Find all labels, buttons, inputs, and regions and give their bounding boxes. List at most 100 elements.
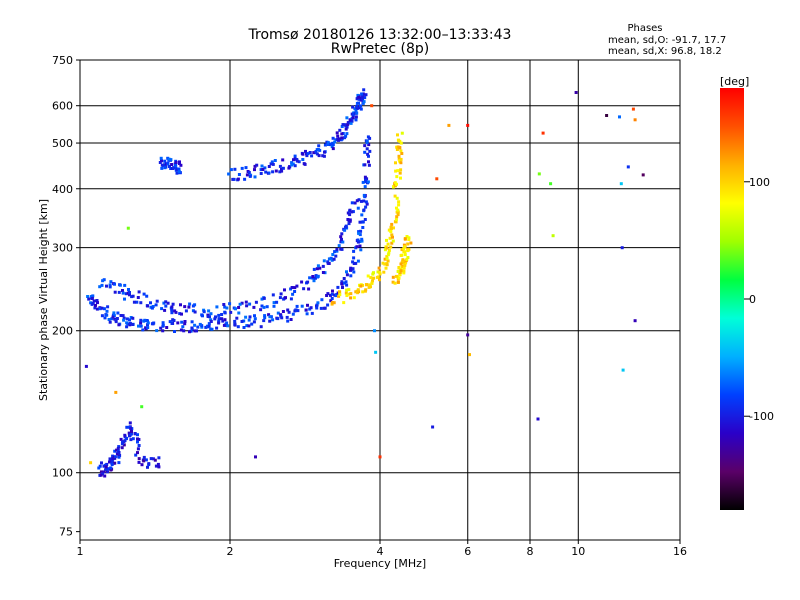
trace-point bbox=[113, 449, 117, 453]
trace-point bbox=[162, 301, 166, 305]
trace-point bbox=[119, 314, 123, 317]
trace-point bbox=[108, 320, 112, 324]
trace-point bbox=[91, 301, 95, 305]
scatter-point bbox=[378, 455, 382, 459]
trace-point bbox=[127, 288, 130, 291]
colorbar-label: [deg] bbox=[720, 75, 749, 88]
trace-point bbox=[182, 329, 186, 333]
trace-point bbox=[311, 275, 315, 278]
trace-point bbox=[366, 152, 370, 156]
trace-point bbox=[99, 470, 103, 474]
trace-point bbox=[98, 307, 102, 311]
trace-point bbox=[160, 159, 163, 163]
trace-point bbox=[118, 283, 122, 287]
trace-point bbox=[147, 462, 151, 466]
trace-point bbox=[350, 201, 354, 205]
trace-point bbox=[395, 215, 399, 219]
trace-point bbox=[365, 202, 369, 206]
trace-point bbox=[351, 105, 355, 109]
trace-point bbox=[139, 321, 143, 325]
x-tick-label: 6 bbox=[464, 545, 471, 558]
trace-point bbox=[245, 324, 249, 328]
trace-point bbox=[389, 225, 393, 229]
trace-point bbox=[280, 169, 284, 173]
trace-point bbox=[367, 143, 371, 147]
colorbar-tick-label: 100 bbox=[749, 176, 770, 189]
trace-point bbox=[398, 171, 402, 175]
trace-point bbox=[255, 163, 259, 167]
scatter-point bbox=[626, 165, 630, 169]
trace-point bbox=[136, 447, 140, 451]
chart-title: Tromsø 20180126 13:32:00–13:33:43 bbox=[248, 27, 512, 43]
scatter-point bbox=[619, 182, 623, 186]
trace-point bbox=[335, 131, 339, 135]
trace-point bbox=[172, 319, 176, 322]
trace-point bbox=[385, 238, 388, 242]
trace-point bbox=[306, 280, 310, 284]
trace-point bbox=[357, 198, 361, 202]
trace-point bbox=[398, 146, 402, 150]
trace-point bbox=[340, 237, 343, 241]
trace-point bbox=[253, 164, 257, 168]
trace-point bbox=[337, 244, 341, 248]
trace-point bbox=[363, 96, 367, 100]
trace-point bbox=[248, 174, 252, 178]
trace-point bbox=[338, 128, 342, 132]
trace-point bbox=[154, 464, 158, 468]
trace-point bbox=[129, 427, 133, 431]
trace-point bbox=[351, 116, 355, 120]
trace-point bbox=[290, 163, 294, 167]
trace-point bbox=[201, 314, 204, 318]
trace-point bbox=[103, 474, 107, 478]
trace-point bbox=[306, 303, 309, 307]
trace-point bbox=[331, 301, 334, 305]
trace-point bbox=[179, 163, 183, 167]
trace-point bbox=[291, 312, 295, 316]
trace-point bbox=[165, 326, 169, 329]
scatter-point bbox=[370, 104, 374, 108]
trace-point bbox=[263, 314, 267, 318]
trace-point bbox=[312, 151, 316, 155]
trace-point bbox=[191, 309, 195, 313]
scatter-point bbox=[466, 123, 470, 127]
trace-point bbox=[89, 301, 93, 305]
trace-point bbox=[345, 273, 349, 277]
y-tick-label: 75 bbox=[59, 526, 73, 539]
trace-point bbox=[309, 306, 313, 310]
trace-point bbox=[176, 321, 180, 325]
trace-point bbox=[395, 196, 399, 200]
trace-point bbox=[356, 93, 360, 97]
trace-point bbox=[155, 329, 159, 333]
scatter-point bbox=[631, 107, 635, 111]
trace-point bbox=[226, 324, 230, 328]
trace-point bbox=[394, 169, 398, 173]
trace-point bbox=[174, 161, 178, 164]
trace-point bbox=[100, 314, 104, 318]
trace-point bbox=[146, 304, 150, 308]
trace-point bbox=[310, 154, 314, 158]
trace-point bbox=[281, 166, 285, 170]
trace-point bbox=[351, 210, 355, 214]
trace-point bbox=[202, 310, 206, 314]
trace-point bbox=[108, 285, 112, 289]
trace-point bbox=[333, 250, 337, 254]
trace-point bbox=[349, 274, 353, 278]
trace-point bbox=[184, 309, 188, 313]
trace-point bbox=[276, 317, 280, 321]
trace-point bbox=[387, 251, 391, 255]
trace-point bbox=[316, 274, 320, 278]
trace-point bbox=[405, 257, 409, 261]
trace-point bbox=[347, 121, 350, 125]
trace-point bbox=[178, 162, 181, 165]
trace-point bbox=[146, 319, 149, 323]
trace-point bbox=[326, 141, 330, 145]
trace-point bbox=[129, 316, 133, 319]
trace-point bbox=[325, 294, 329, 297]
trace-point bbox=[274, 169, 278, 173]
trace-point bbox=[397, 266, 401, 269]
trace-point bbox=[129, 432, 133, 436]
trace-point bbox=[395, 175, 399, 179]
trace-point bbox=[386, 259, 390, 263]
y-axis-label: Stationary phase Virtual Height [km] bbox=[37, 199, 50, 401]
